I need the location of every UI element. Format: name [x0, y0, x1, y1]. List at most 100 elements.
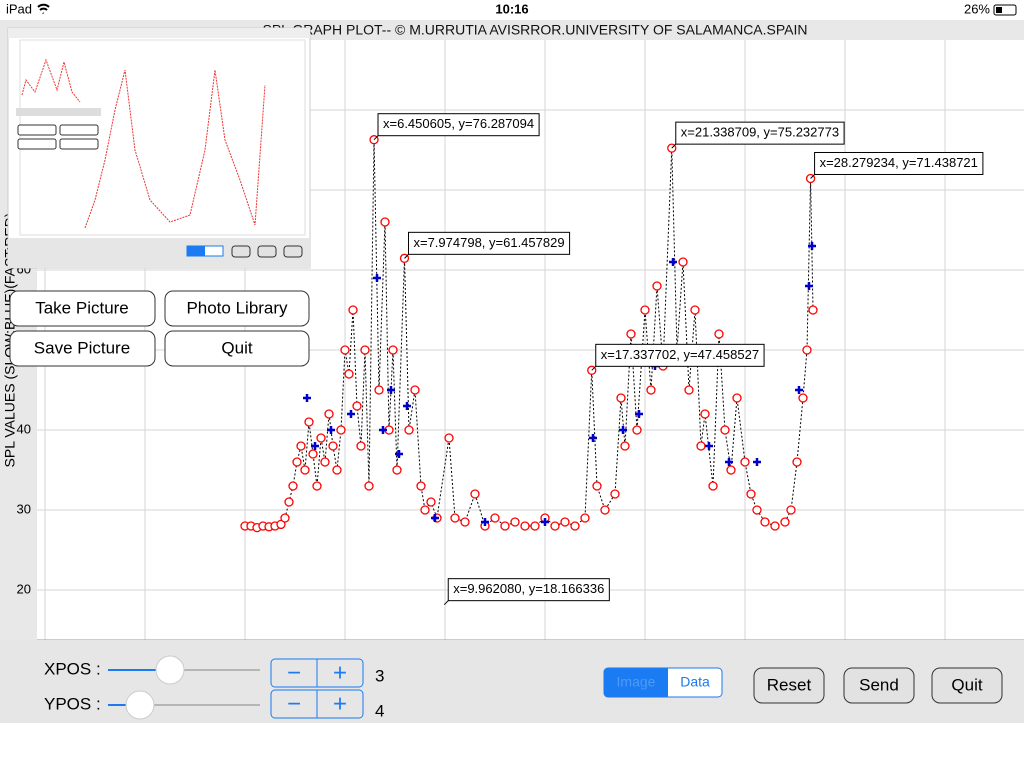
data-point	[444, 433, 454, 443]
thumbnail-button	[17, 138, 57, 150]
plot: -10-50510152025303520304050607080TIMESPL…	[2, 40, 1024, 673]
battery-fill	[996, 7, 1002, 13]
data-point	[616, 393, 626, 403]
stepper-minus[interactable]: −	[287, 690, 301, 717]
quit-button[interactable]	[931, 667, 1003, 704]
data-point	[288, 481, 298, 491]
data-point	[300, 465, 310, 475]
data-point	[392, 465, 402, 475]
data-point	[626, 329, 636, 339]
button-label: Quit	[951, 675, 982, 694]
data-point	[348, 305, 358, 315]
thumbnail-trace	[21, 58, 266, 229]
data-point	[530, 521, 540, 531]
data-point	[340, 345, 350, 355]
data-point	[311, 442, 319, 450]
data-point	[308, 449, 318, 459]
reset-button[interactable]	[753, 667, 825, 704]
data-point	[327, 426, 335, 434]
data-point	[580, 513, 590, 523]
button-label: Save Picture	[34, 338, 130, 357]
segment-image[interactable]: Image	[617, 674, 656, 690]
annotation-box	[814, 151, 984, 175]
data-point	[347, 410, 355, 418]
annotation-label: x=28.279234, y=71.438721	[820, 155, 978, 170]
thumbnail-plot	[19, 39, 306, 236]
data-point	[344, 369, 354, 379]
annotation-box	[675, 121, 845, 145]
data-point	[328, 441, 338, 451]
data-point	[410, 385, 420, 395]
take-picture-button[interactable]	[9, 290, 156, 327]
annotation-label: x=21.338709, y=75.232773	[681, 125, 839, 140]
annotation-pointer	[443, 600, 449, 606]
data-point	[669, 258, 677, 266]
data-point	[356, 441, 366, 451]
data-point	[420, 505, 430, 515]
data-point	[550, 521, 560, 531]
save-picture-button[interactable]	[9, 330, 156, 367]
button-label: Photo Library	[186, 298, 288, 317]
data-point	[808, 242, 816, 250]
stepper-plus[interactable]: +	[333, 659, 347, 686]
thumbnail-button	[231, 245, 251, 258]
data-point	[336, 425, 346, 435]
thumbnail-button	[257, 245, 277, 258]
y-tick-label: 30	[17, 501, 31, 516]
data-point	[589, 434, 597, 442]
send-button[interactable]	[843, 667, 915, 704]
data-point	[312, 481, 322, 491]
status-bar	[0, 0, 1024, 20]
data-point	[708, 481, 718, 491]
data-point	[373, 274, 381, 282]
annotation-pointer	[591, 365, 597, 371]
data-point	[786, 505, 796, 515]
data-point	[360, 345, 370, 355]
data-point	[520, 521, 530, 531]
thumbnail	[7, 27, 311, 269]
data-point	[481, 518, 489, 526]
stepper-minus[interactable]: −	[287, 659, 301, 686]
data-point	[570, 521, 580, 531]
data-point	[652, 281, 662, 291]
y-tick-label: 20	[17, 581, 31, 596]
data-point	[276, 519, 286, 530]
y-tick-label: 40	[17, 421, 31, 436]
data-point	[395, 450, 403, 458]
data-point	[635, 410, 643, 418]
data-point	[416, 481, 426, 491]
quit-top-button[interactable]	[164, 330, 310, 367]
data-point	[696, 441, 706, 451]
data-point	[792, 457, 802, 467]
annotation-label: x=9.962080, y=18.166336	[453, 581, 604, 596]
data-point	[620, 441, 630, 451]
control-bar: XPOS : YPOS : − + − + 3 4 Image Data Res…	[0, 640, 1024, 723]
ypos-value: 4	[375, 701, 384, 720]
data-point	[404, 425, 414, 435]
ypos-slider-thumb[interactable]	[125, 690, 155, 720]
data-point	[387, 386, 395, 394]
data-point	[619, 426, 627, 434]
data-point	[720, 425, 730, 435]
data-point	[690, 305, 700, 315]
data-point	[753, 458, 761, 466]
data-point	[798, 393, 808, 403]
data-point	[632, 425, 642, 435]
data-point	[316, 433, 326, 443]
segment-data[interactable]: Data	[680, 674, 710, 690]
data-point	[490, 513, 500, 523]
data-point	[292, 457, 302, 467]
data-point	[379, 426, 387, 434]
data-point	[684, 385, 694, 395]
annotation-box	[377, 113, 540, 137]
data-point	[431, 514, 439, 522]
stepper-plus[interactable]: +	[333, 690, 347, 717]
data-point	[426, 497, 436, 507]
button-label: Quit	[221, 338, 252, 357]
data-point	[388, 345, 398, 355]
data-point	[802, 345, 812, 355]
xpos-slider-thumb[interactable]	[155, 655, 185, 685]
overlay: iPad 10:16 26% Take Picture Photo Librar…	[0, 0, 1024, 367]
thumbnail-segment-on	[187, 246, 205, 256]
photo-library-button[interactable]	[164, 290, 310, 327]
